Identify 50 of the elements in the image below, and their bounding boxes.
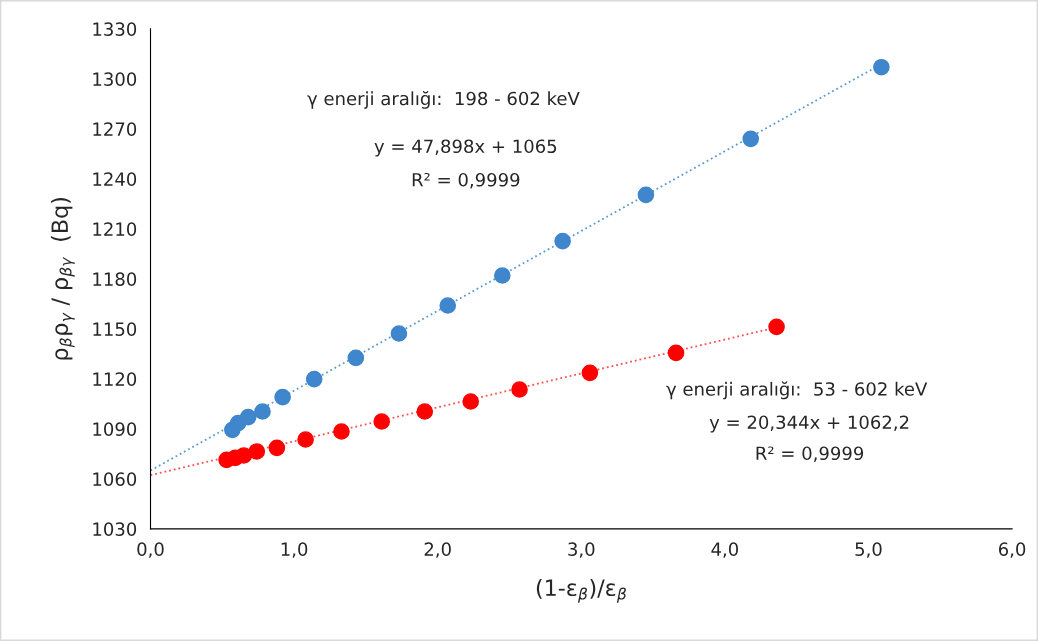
point: [511, 381, 528, 398]
y-tick-label: 1240: [93, 172, 137, 186]
x-axis-title: (1-ε$_{β}$)/ε$_{β}$: [536, 578, 626, 603]
x-tick-label: 3,0: [568, 542, 595, 558]
point: [333, 423, 350, 440]
x-tick-label: 5,0: [855, 542, 882, 558]
point: [254, 403, 271, 420]
point: [239, 408, 257, 426]
point: [462, 393, 480, 410]
y-tick-label: 1210: [93, 222, 137, 236]
x-tick-label: 2,0: [424, 542, 451, 558]
annotation: γ enerji aralığı: 198 - 602 keV: [307, 90, 580, 109]
x-tick-label: 0,0: [137, 542, 164, 558]
point: [268, 439, 286, 457]
y-tick-label: 1150: [93, 322, 137, 336]
annotation: γ enerji aralığı: 53 - 602 keV: [666, 381, 928, 400]
y-tick-label: 1120: [93, 372, 137, 386]
point: [742, 130, 760, 148]
point: [390, 325, 408, 342]
point: [373, 413, 390, 430]
point: [274, 388, 291, 406]
point: [297, 431, 314, 448]
annotation: y = 20,344x + 1062,2: [709, 415, 909, 433]
y-axis-title: ρ$_{β}$ρ$_{γ}$ / ρ$_{βγ}$ (Bq): [50, 198, 75, 360]
x-tick-label: 4,0: [711, 542, 739, 558]
y-tick-label: 1180: [93, 272, 137, 286]
y-tick-label: 1330: [93, 22, 137, 36]
annotation: y = 47,898x + 1065: [374, 139, 557, 157]
annotation: R² = 0,9999: [756, 446, 864, 462]
point: [637, 186, 655, 204]
point: [248, 443, 266, 460]
point: [439, 297, 457, 314]
point: [305, 370, 323, 388]
point: [873, 58, 890, 76]
point: [235, 447, 253, 464]
y-tick-label: 1090: [93, 422, 137, 436]
point: [667, 344, 685, 362]
point: [416, 403, 434, 420]
point: [494, 267, 511, 284]
point: [347, 349, 365, 367]
y-tick-label: 1300: [93, 72, 137, 86]
point: [554, 232, 571, 250]
y-tick-label: 1270: [93, 122, 137, 136]
y-tick-label: 1030: [93, 522, 137, 536]
x-tick-label: 6,0: [998, 542, 1026, 558]
annotation: R² = 0,9999: [412, 172, 520, 189]
point: [768, 318, 785, 336]
y-tick-label: 1060: [93, 472, 137, 486]
x-tick-label: 1,0: [281, 542, 308, 558]
point: [581, 364, 599, 382]
